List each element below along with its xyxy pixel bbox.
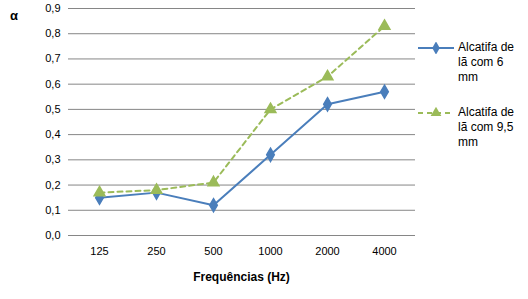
svg-text:250: 250 [147, 245, 165, 257]
svg-text:0,2: 0,2 [45, 179, 60, 191]
html-text:Alcatifa de lã com 9,5 mm: Alcatifa de lã com 9,5 mm [458, 105, 514, 149]
svg-text:125: 125 [90, 245, 108, 257]
html-text:Alcatifa de lã com 6 mm: Alcatifa de lã com 6 mm [458, 40, 514, 84]
svg-text:4000: 4000 [372, 245, 396, 257]
svg-text:0,1: 0,1 [45, 204, 60, 216]
svg-text:2000: 2000 [315, 245, 339, 257]
svg-text:1000: 1000 [258, 245, 282, 257]
svg-text:500: 500 [204, 245, 222, 257]
svg-text:0,4: 0,4 [45, 128, 60, 140]
svg-text:0,8: 0,8 [45, 27, 60, 39]
svg-text:0,6: 0,6 [45, 78, 60, 90]
html-text:Frequências (Hz): Frequências (Hz) [193, 270, 290, 284]
svg-text:0,5: 0,5 [45, 103, 60, 115]
svg-text:0,0: 0,0 [45, 229, 60, 241]
html-text:α: α [10, 8, 18, 23]
svg-text:0,7: 0,7 [45, 52, 60, 64]
svg-text:0,9: 0,9 [45, 2, 60, 14]
svg-text:0,3: 0,3 [45, 153, 60, 165]
